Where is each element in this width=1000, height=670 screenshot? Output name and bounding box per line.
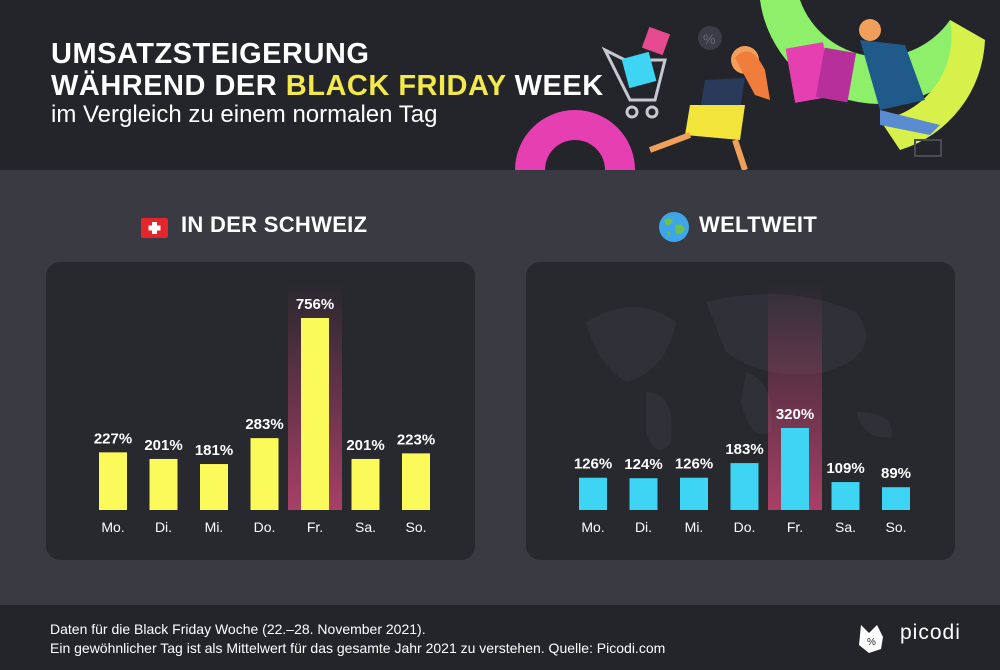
bar-di [149, 458, 178, 510]
category-label: Di. [635, 519, 652, 535]
subtitle: im Vergleich zu einem normalen Tag [51, 101, 438, 128]
title-line-2: WÄHREND DER BLACK FRIDAY WEEK [51, 70, 604, 103]
bar-do [730, 463, 759, 510]
bar-value-label: 227% [94, 430, 132, 447]
bar-value-label: 283% [245, 416, 283, 433]
footer-note-2: Ein gewöhnlicher Tag ist als Mittelwert … [50, 640, 666, 656]
world-map-background [586, 294, 892, 450]
category-label: Di. [155, 519, 172, 535]
bar-do [250, 438, 279, 510]
worldwide-title: WELTWEIT [699, 212, 818, 237]
bar-mo [579, 477, 607, 510]
bar-value-label: 124% [624, 456, 662, 473]
bar-value-label: 201% [346, 437, 384, 454]
header-illustration: % [515, 0, 985, 170]
switzerland-bar-chart: 227% Mo. 201% Di. 181% Mi. 283% Do. 756% Fr. 201% S… [94, 282, 435, 535]
svg-text:%: % [703, 31, 715, 47]
basket-icon [914, 139, 942, 157]
footer-note-1: Daten für die Black Friday Woche (22.–28… [50, 621, 426, 637]
title-line-1: UMSATZSTEIGERUNG [51, 38, 370, 70]
bar-sa [831, 482, 860, 510]
category-label: Mi. [205, 519, 224, 535]
switzerland-title: IN DER SCHWEIZ [181, 212, 368, 237]
shopper-bags-icon [785, 19, 940, 135]
gift-box-shape-2 [641, 26, 671, 56]
bar-value-label: 89% [881, 465, 911, 482]
bar-value-label: 181% [195, 442, 233, 459]
bar-so [882, 487, 910, 510]
bar-value-label: 126% [574, 456, 612, 473]
title-line-2-suffix: WEEK [506, 70, 604, 102]
switzerland-chart-panel: 227% Mo. 201% Di. 181% Mi. 283% Do. 756% Fr. 201% S… [46, 262, 475, 560]
bar-mi [680, 477, 708, 510]
worldwide-chart-panel: 126% Mo. 124% Di. 126% Mi. 183% Do. 320% Fr. 109% S… [526, 262, 955, 560]
svg-text:%: % [867, 637, 876, 648]
bar-value-label: 201% [144, 437, 182, 454]
bar-di [629, 478, 658, 510]
category-label: Sa. [355, 519, 376, 535]
picodi-brand: picodi [900, 621, 961, 644]
category-label: Fr. [307, 519, 323, 535]
category-label: Do. [734, 519, 756, 535]
shopping-cart-icon [601, 46, 667, 119]
category-label: Mo. [581, 519, 604, 535]
gift-box-shape [621, 51, 657, 89]
percent-icon [698, 26, 722, 50]
category-label: Mo. [101, 519, 124, 535]
footer: Daten für die Black Friday Woche (22.–28… [0, 605, 1000, 670]
bar-value-label: 223% [397, 431, 435, 448]
bar-mo [99, 452, 127, 510]
swiss-flag-icon [141, 218, 168, 238]
category-label: Fr. [787, 519, 803, 535]
bar-value-label: 183% [725, 441, 763, 458]
category-label: Do. [254, 519, 276, 535]
header: % UMSATZSTEIGERUNG WÄHREND DER BLACK FRI… [0, 0, 1000, 170]
category-label: Sa. [835, 519, 856, 535]
bar-fr [301, 318, 329, 510]
bar-fr [781, 428, 809, 510]
shopper-woman-icon [648, 46, 770, 170]
pink-arc-shape [515, 110, 635, 170]
title-line-2-prefix: WÄHREND DER [51, 70, 286, 102]
bar-mi [200, 464, 228, 510]
bar-sa [351, 458, 380, 510]
globe-icon [659, 212, 689, 242]
category-label: So. [885, 519, 906, 535]
title-highlight: BLACK FRIDAY [285, 70, 507, 102]
bar-value-label: 756% [296, 296, 334, 313]
category-label: Mi. [685, 519, 704, 535]
bar-value-label: 320% [776, 406, 814, 423]
picodi-logo-icon: % [859, 625, 883, 653]
bar-value-label: 126% [675, 456, 713, 473]
worldwide-bar-chart: 126% Mo. 124% Di. 126% Mi. 183% Do. 320% Fr. 109% S… [574, 282, 911, 535]
bar-value-label: 109% [826, 460, 864, 477]
bar-so [402, 453, 430, 510]
category-label: So. [405, 519, 426, 535]
